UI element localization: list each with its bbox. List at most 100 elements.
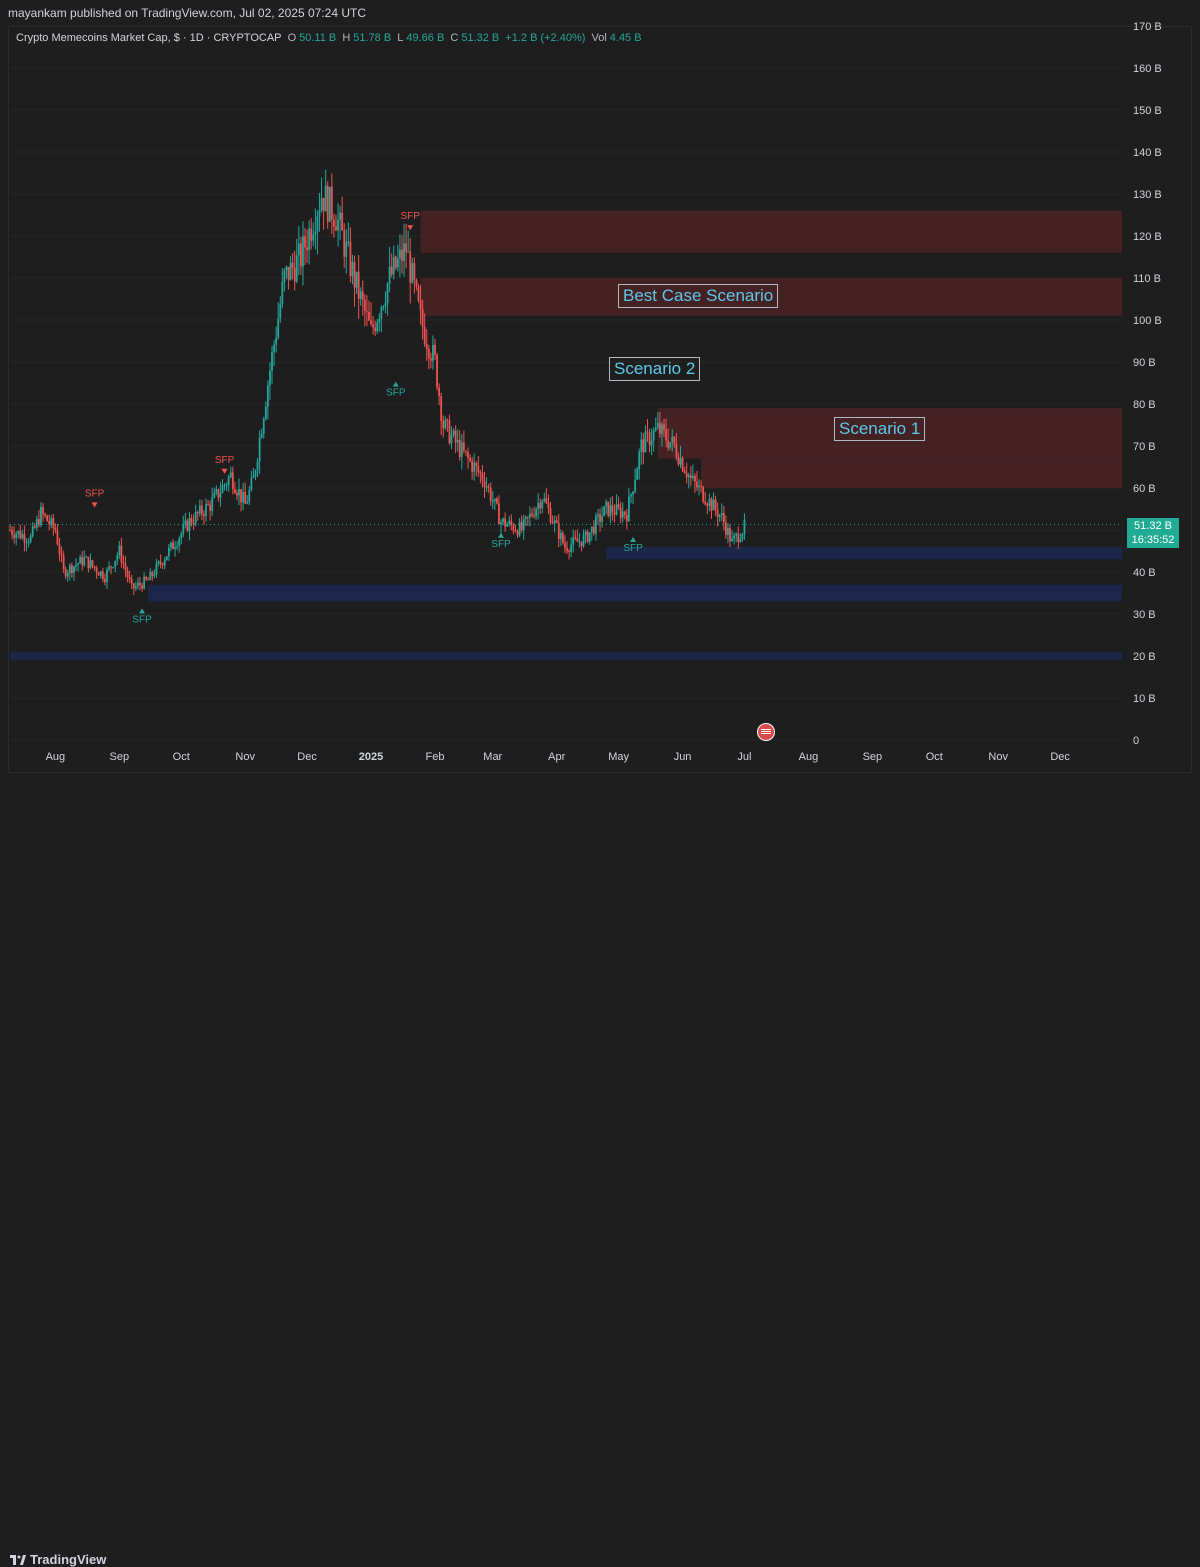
candle-body	[269, 370, 271, 386]
candle-body	[708, 498, 711, 506]
candle-body	[52, 518, 55, 528]
candle-body	[316, 216, 319, 232]
candle-body	[19, 531, 22, 539]
candle-body	[636, 469, 639, 480]
sfp-label: SFP	[623, 543, 643, 554]
y-tick-label: 170 B	[1133, 21, 1162, 33]
low-label: L	[397, 32, 404, 44]
scenario-2-label: Scenario 2	[609, 357, 701, 381]
candle-body	[70, 565, 73, 574]
candle-body	[83, 557, 86, 566]
candle-body	[737, 533, 740, 542]
sfp-label: SFP	[85, 488, 105, 499]
candle-body	[233, 488, 236, 493]
candle-body	[155, 563, 158, 575]
candle-body	[33, 526, 36, 528]
candle-body	[638, 451, 641, 470]
candle-body	[524, 516, 527, 520]
candle-body	[279, 304, 282, 319]
candle-body	[712, 499, 715, 511]
y-tick-label: 10 B	[1133, 693, 1156, 705]
candle-body	[545, 498, 548, 504]
candle-body	[312, 234, 315, 241]
candle-body	[139, 582, 141, 586]
candle-body	[411, 263, 414, 283]
candle-body	[388, 266, 391, 284]
candle-body	[207, 504, 209, 506]
candle-body	[248, 489, 251, 502]
tradingview-logo-icon	[10, 1555, 26, 1565]
candle-body	[225, 484, 228, 486]
candle-body	[60, 554, 63, 556]
candle-body	[163, 560, 166, 566]
candle-body	[415, 280, 418, 287]
candle-body	[576, 538, 579, 542]
candle-body	[493, 498, 496, 502]
candle-body	[696, 481, 698, 488]
price-chart[interactable]: SFP SFP SFP SFP SFP SFP SFP 0 10 B 20 B 30 B 40 B 50…	[0, 0, 1200, 773]
y-tick-label: 0	[1133, 735, 1139, 747]
candle-body	[328, 186, 331, 222]
candle-body	[213, 492, 216, 498]
candle-body	[557, 522, 560, 539]
candle-body	[229, 472, 232, 478]
sfp-label: SFP	[401, 211, 421, 222]
tradingview-logo[interactable]: TradingView	[10, 1552, 106, 1567]
candle-body	[349, 241, 352, 277]
candle-body	[161, 563, 164, 566]
candle-body	[386, 283, 389, 304]
candle-body	[392, 256, 395, 275]
candle-body	[599, 514, 601, 522]
candle-body	[658, 423, 661, 434]
candle-body	[625, 514, 628, 522]
candle-body	[17, 531, 20, 534]
candle-body	[691, 475, 694, 478]
candle-body	[543, 498, 546, 501]
us-flag-icon[interactable]	[757, 723, 775, 741]
candle-body	[630, 494, 632, 497]
sfp-label: SFP	[491, 539, 511, 550]
candle-body	[669, 442, 672, 448]
candle-body	[353, 262, 356, 288]
candle-body	[743, 519, 746, 534]
candle-body	[157, 561, 160, 564]
candle-body	[733, 535, 736, 539]
candle-body	[423, 326, 426, 344]
x-tick-label: Dec	[1050, 751, 1070, 763]
candle-body	[661, 424, 663, 434]
candle-body	[539, 502, 542, 509]
candle-body	[295, 255, 298, 282]
candle-body	[293, 267, 296, 282]
candle-body	[722, 512, 725, 523]
candle-body	[384, 303, 387, 307]
candle-body	[409, 251, 412, 283]
candle-body	[182, 524, 185, 534]
candle-body	[506, 524, 509, 527]
candle-body	[283, 270, 286, 283]
candle-body	[200, 505, 203, 515]
candle-body	[21, 534, 24, 539]
candle-body	[403, 243, 405, 262]
candle-body	[458, 439, 461, 457]
low-value: 49.66 B	[406, 32, 445, 44]
candle-body	[632, 491, 634, 495]
candle-body	[85, 556, 88, 558]
y-tick-label: 100 B	[1133, 315, 1162, 327]
candle-body	[677, 456, 680, 465]
candle-body	[485, 486, 488, 488]
candle-body	[718, 515, 721, 518]
candle-body	[304, 236, 306, 248]
candle-body	[390, 266, 393, 275]
candle-body	[79, 556, 82, 564]
candle-body	[149, 572, 152, 581]
candle-body	[609, 505, 612, 516]
candle-body	[64, 569, 67, 577]
candle-body	[159, 561, 162, 564]
candle-body	[31, 526, 34, 536]
candle-body	[141, 585, 143, 589]
candle-body	[240, 489, 242, 503]
candle-body	[469, 457, 471, 461]
symbol-title[interactable]: Crypto Memecoins Market Cap, $ · 1D · CR…	[16, 32, 282, 44]
candle-body	[429, 358, 432, 361]
candle-body	[238, 489, 240, 496]
